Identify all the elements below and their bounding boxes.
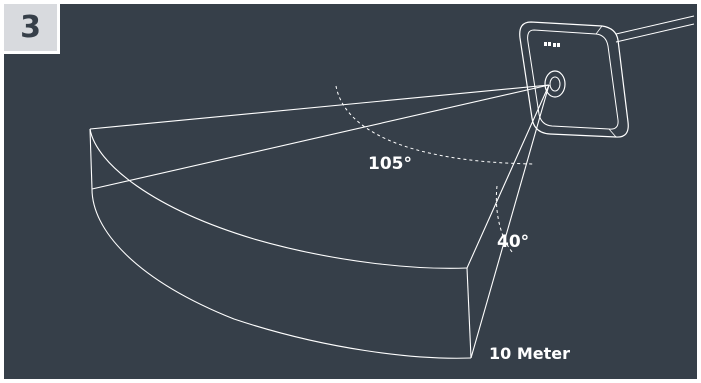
diagram-panel: 3 105° 40° 10 Meter — [4, 4, 697, 379]
step-number-badge: 3 — [4, 4, 60, 54]
detection-range-diagram — [89, 15, 695, 359]
detection-zone — [89, 84, 550, 359]
range-distance-label: 10 Meter — [489, 344, 570, 363]
brand-logo-icon — [544, 42, 560, 47]
sensor-cable — [615, 15, 695, 43]
sensor-lens-icon — [544, 70, 566, 98]
horizontal-angle-label: 105° — [368, 154, 412, 174]
motion-sensor-device — [519, 21, 629, 138]
vertical-angle-arc — [495, 185, 515, 255]
vertical-angle-label: 40° — [497, 232, 530, 252]
horizontal-angle-arc — [335, 85, 535, 165]
